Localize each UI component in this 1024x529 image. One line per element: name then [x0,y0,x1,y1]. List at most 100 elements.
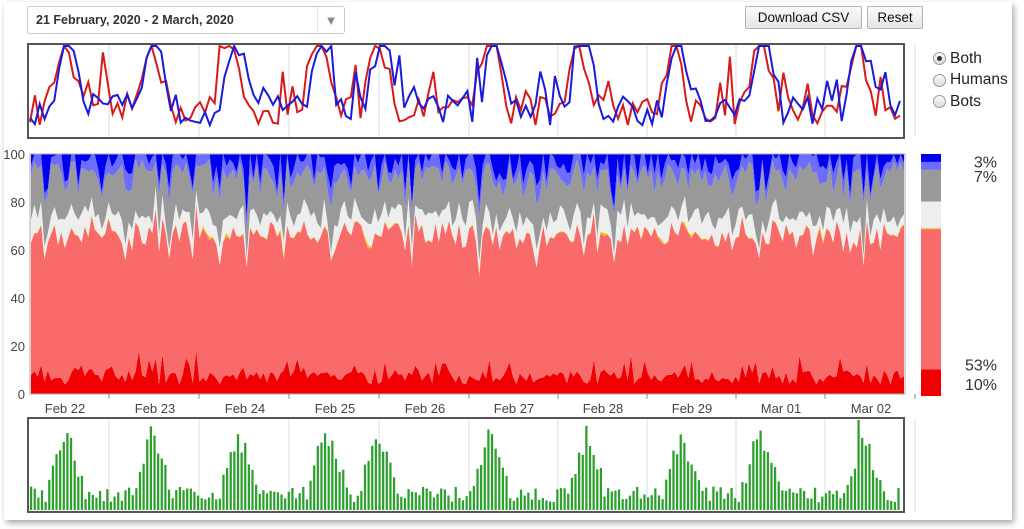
volume-bar [113,496,116,510]
volume-bar [178,487,182,510]
volume-chart[interactable] [27,417,916,513]
volume-bar [744,483,748,510]
volume-bar [835,490,838,510]
volume-bar [864,445,867,510]
volume-bar [222,474,225,510]
volume-bar [298,493,301,510]
volume-bar [690,464,693,510]
volume-bar [98,490,102,510]
volume-bar [530,499,534,510]
volume-bar [338,471,341,510]
volume-bar [839,498,842,510]
volume-bar [255,484,258,510]
volume-bar [374,439,378,510]
radio-both[interactable]: Both [933,48,1013,70]
download-csv-button[interactable]: Download CSV [745,6,862,29]
volume-bar [578,452,581,510]
volume-bar [157,453,160,510]
volume-bar [66,432,69,510]
volume-bar [773,467,777,510]
volume-bar [273,491,276,510]
volume-bar [824,493,828,510]
volume-bar [429,491,432,510]
volume-bar [389,462,392,510]
volume-bar [193,491,196,510]
reset-button[interactable]: Reset [867,6,923,29]
volume-bar [548,501,552,510]
volume-bar [323,433,327,510]
traffic-filter: Both Humans Bots [933,48,1013,113]
volume-bar [803,490,806,510]
y-tick-label: 20 [11,339,25,354]
volume-bar [810,498,813,510]
volume-bar [527,492,530,510]
volume-bar [813,487,817,510]
radio-bots-indicator[interactable] [933,95,946,109]
light-blue-area [31,154,904,231]
y-axis: 0 20 40 60 80 100 [3,147,25,402]
volume-bar [447,495,450,510]
volume-bar [755,439,759,510]
volume-bar [621,499,624,510]
volume-bar [538,499,541,510]
legend-swatch-salmon [921,229,941,370]
volume-bar [62,441,65,510]
volume-bar [770,462,773,510]
volume-bar [501,467,505,510]
radio-both-label: Both [950,49,982,67]
volume-bar [436,493,439,510]
chevron-down-icon[interactable]: ▼ [317,7,344,33]
legend-label: 53% [965,358,997,375]
volume-bar [331,440,334,510]
volume-bar [240,452,243,510]
volume-bar [617,489,621,510]
legend-swatch-light-blue [921,161,941,170]
volume-bar [84,499,87,510]
volume-bar [135,488,138,510]
volume-border [27,417,905,513]
volume-bar [106,489,109,510]
volume-bar [411,491,414,510]
radio-bots[interactable]: Bots [933,91,1013,113]
volume-bar [672,450,675,510]
volume-bar [871,470,875,510]
volume-bar [400,496,403,510]
volume-bar [795,493,798,510]
volume-bar [476,468,479,510]
volume-bar [196,495,200,510]
volume-bar [37,497,40,510]
volume-bar [360,490,363,510]
volume-bar [505,475,508,510]
volume-bar [287,491,290,510]
radio-both-indicator[interactable] [933,52,946,66]
volume-bar [570,477,573,510]
volume-bar [124,490,127,510]
volume-bar [443,489,446,510]
radio-humans[interactable]: Humans [933,70,1013,92]
volume-bar [893,501,896,510]
volume-bar [440,488,443,510]
x-tick-label: Feb 27 [494,401,534,416]
volume-bar [40,490,44,510]
y-tick-label: 80 [11,195,25,210]
volume-bar [588,446,592,510]
volume-bar [777,481,780,510]
volume-bar [120,500,123,510]
volume-bar [697,480,701,510]
volume-bar [44,501,47,510]
date-range-select[interactable]: 21 February, 2020 - 2 March, 2020 ▼ [27,6,345,34]
gray-area [31,158,904,261]
volume-bar [719,487,722,510]
volume-bar [665,479,668,510]
salmon-area [31,204,904,385]
volume-bar [109,501,113,510]
volume-bar [846,484,849,510]
radio-humans-indicator[interactable] [933,73,946,87]
volume-bar [552,501,555,510]
volume-bar [784,490,788,510]
volume-bar [875,477,878,510]
volume-bar [345,487,348,510]
volume-bar [890,500,893,510]
overview-chart[interactable] [27,42,916,139]
